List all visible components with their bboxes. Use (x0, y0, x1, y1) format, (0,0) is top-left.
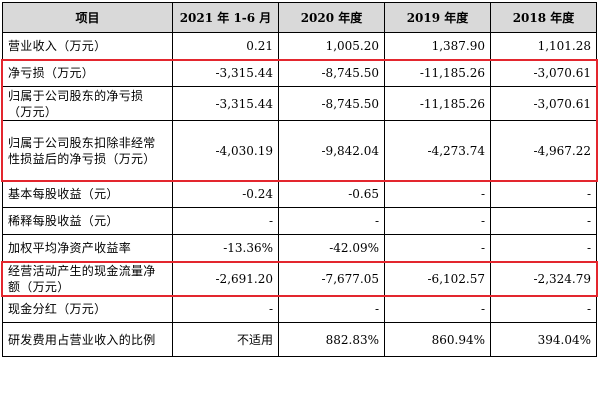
cell-2019: - (384, 234, 491, 262)
row-diluted-eps: 稀释每股收益（元） - - - - (2, 207, 597, 235)
cell-2020: -0.65 (278, 180, 385, 208)
cell-2020: -8,745.50 (278, 59, 385, 87)
cell-2019: -4,273.74 (384, 120, 491, 181)
row-basic-eps: 基本每股收益（元） -0.24 -0.65 - - (2, 180, 597, 208)
row-cash-dividend: 现金分红（万元） - - - - (2, 295, 597, 323)
header-2019: 2019 年度 (384, 2, 491, 33)
cell-2019: - (384, 207, 491, 235)
cell-2018: - (490, 180, 597, 208)
cell-2020: -9,842.04 (278, 120, 385, 181)
header-2020: 2020 年度 (278, 2, 385, 33)
cell-2020: -42.09% (278, 234, 385, 262)
cell-2020: - (278, 207, 385, 235)
cell-2020: 882.83% (278, 322, 385, 357)
header-row: 项目 2021 年 1-6 月 2020 年度 2019 年度 2018 年度 (2, 2, 597, 33)
cell-2021h1: 0.21 (172, 32, 279, 60)
row-label: 净亏损（万元） (2, 59, 173, 87)
row-weighted-roe: 加权平均净资产收益率 -13.36% -42.09% - - (2, 234, 597, 262)
row-net-loss-deducted: 归属于公司股东扣除非经常性损益后的净亏损（万元） -4,030.19 -9,84… (2, 120, 597, 181)
row-rd-ratio: 研发费用占营业收入的比例 不适用 882.83% 860.94% 394.04% (2, 322, 597, 357)
row-label: 研发费用占营业收入的比例 (2, 322, 173, 357)
cell-2021h1: - (172, 295, 279, 323)
cell-2021h1: -3,315.44 (172, 59, 279, 87)
cell-2020: 1,005.20 (278, 32, 385, 60)
cell-2020: -8,745.50 (278, 86, 385, 121)
row-label: 营业收入（万元） (2, 32, 173, 60)
row-label: 加权平均净资产收益率 (2, 234, 173, 262)
cell-2019: 1,387.90 (384, 32, 491, 60)
cell-2021h1: -0.24 (172, 180, 279, 208)
header-2018: 2018 年度 (490, 2, 597, 33)
cell-2019: 860.94% (384, 322, 491, 357)
cell-2021h1: - (172, 207, 279, 235)
cell-2021h1: -13.36% (172, 234, 279, 262)
cell-2021h1: -3,315.44 (172, 86, 279, 121)
cell-2020: - (278, 295, 385, 323)
financial-table-container: 项目 2021 年 1-6 月 2020 年度 2019 年度 2018 年度 … (2, 2, 597, 357)
header-2021h1: 2021 年 1-6 月 (172, 2, 279, 33)
cell-2018: -2,324.79 (490, 261, 597, 296)
cell-2021h1: -2,691.20 (172, 261, 279, 296)
row-label: 归属于公司股东的净亏损（万元） (2, 86, 173, 121)
cell-2018: 1,101.28 (490, 32, 597, 60)
cell-2018: -3,070.61 (490, 86, 597, 121)
financial-summary-table: 项目 2021 年 1-6 月 2020 年度 2019 年度 2018 年度 … (2, 2, 597, 357)
row-label: 基本每股收益（元） (2, 180, 173, 208)
row-label: 经营活动产生的现金流量净额（万元） (2, 261, 173, 296)
row-operating-cash-flow: 经营活动产生的现金流量净额（万元） -2,691.20 -7,677.05 -6… (2, 261, 597, 296)
cell-2021h1: -4,030.19 (172, 120, 279, 181)
row-net-loss-attributable: 归属于公司股东的净亏损（万元） -3,315.44 -8,745.50 -11,… (2, 86, 597, 121)
cell-2021h1: 不适用 (172, 322, 279, 357)
cell-2020: -7,677.05 (278, 261, 385, 296)
cell-2018: - (490, 234, 597, 262)
cell-2019: - (384, 295, 491, 323)
row-label: 现金分红（万元） (2, 295, 173, 323)
cell-2019: - (384, 180, 491, 208)
cell-2018: -3,070.61 (490, 59, 597, 87)
row-net-loss: 净亏损（万元） -3,315.44 -8,745.50 -11,185.26 -… (2, 59, 597, 87)
header-item: 项目 (2, 2, 173, 33)
cell-2019: -6,102.57 (384, 261, 491, 296)
cell-2018: 394.04% (490, 322, 597, 357)
row-label: 归属于公司股东扣除非经常性损益后的净亏损（万元） (2, 120, 173, 181)
cell-2018: -4,967.22 (490, 120, 597, 181)
cell-2018: - (490, 295, 597, 323)
row-revenue: 营业收入（万元） 0.21 1,005.20 1,387.90 1,101.28 (2, 32, 597, 60)
cell-2019: -11,185.26 (384, 86, 491, 121)
cell-2019: -11,185.26 (384, 59, 491, 87)
row-label: 稀释每股收益（元） (2, 207, 173, 235)
cell-2018: - (490, 207, 597, 235)
